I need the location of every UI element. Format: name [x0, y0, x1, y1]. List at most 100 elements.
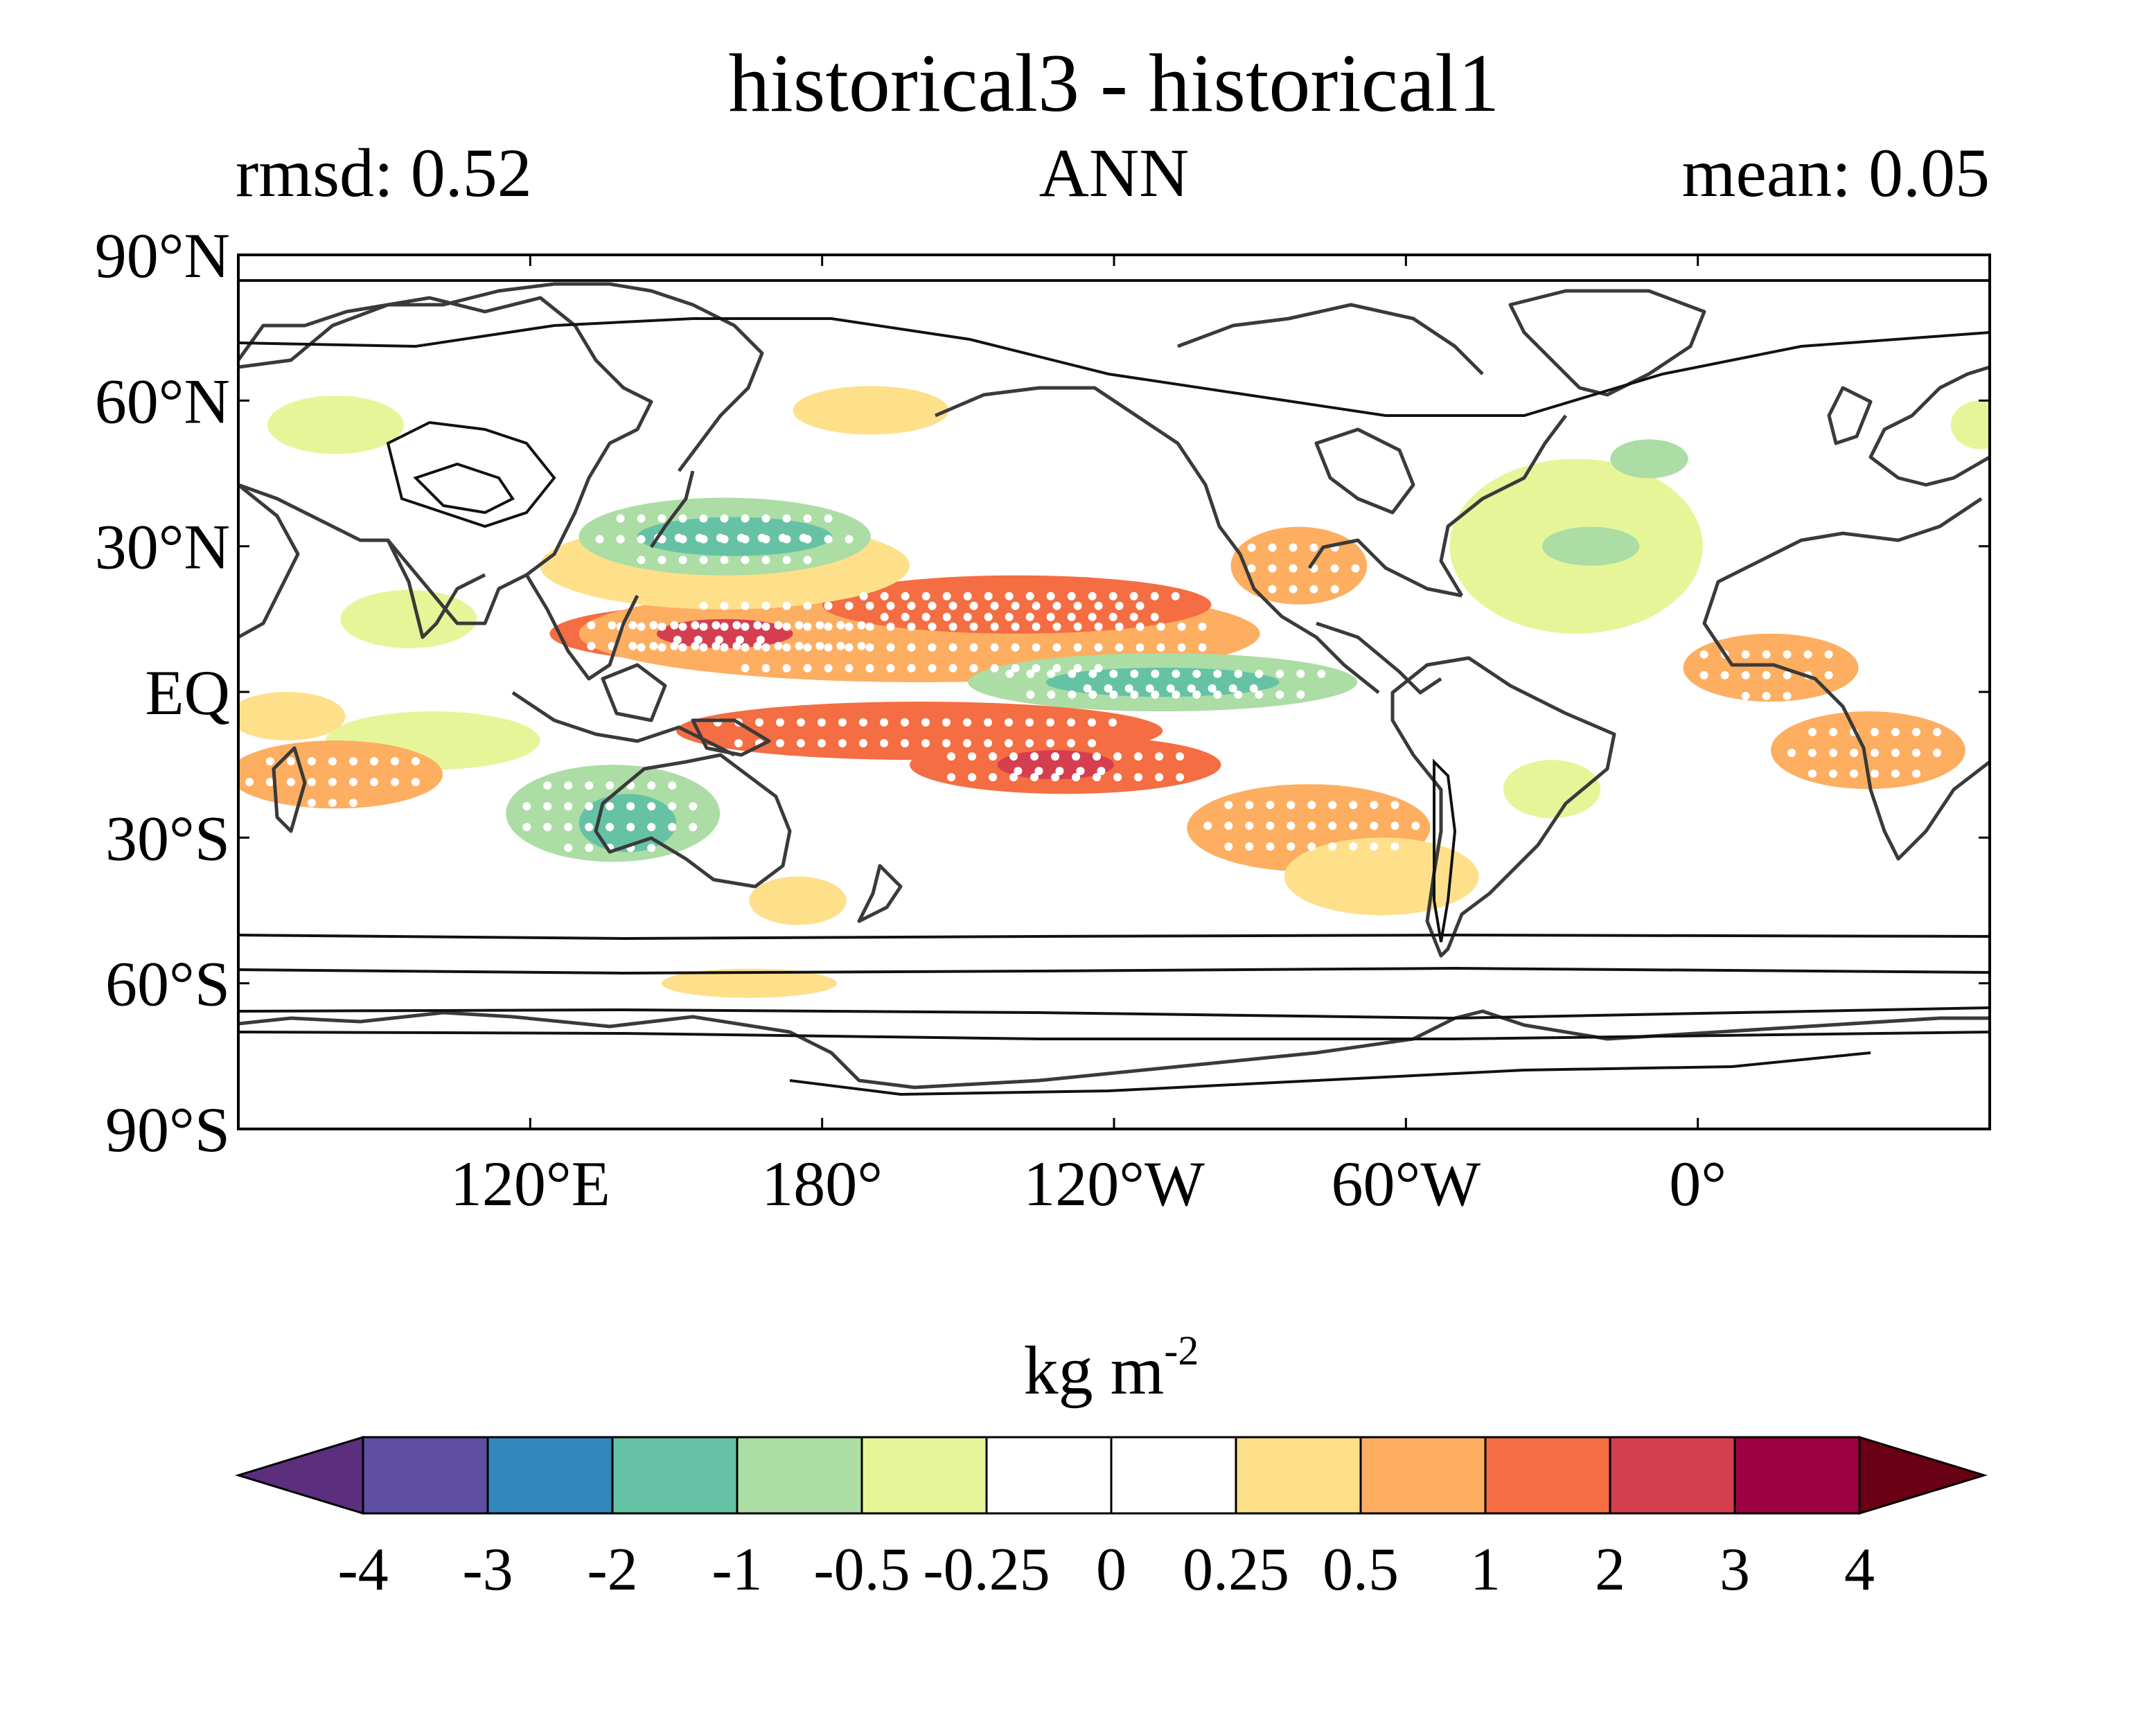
stipple-dot	[782, 555, 791, 564]
stipple-dot	[886, 601, 895, 610]
stipple-dot	[969, 622, 978, 631]
anomaly-patch-6	[997, 750, 1114, 780]
stipple-dot	[795, 621, 804, 630]
stipple-dot	[1912, 728, 1920, 737]
stipple-dot	[647, 844, 656, 853]
stipple-dot	[668, 781, 677, 790]
stipple-dot	[1115, 601, 1124, 610]
stipple-dot	[1073, 622, 1082, 631]
colorbar-bin	[1235, 1436, 1362, 1515]
stipple-dot	[865, 664, 874, 673]
lat-label: 30°N	[95, 512, 230, 582]
stipple-dot	[1370, 821, 1379, 830]
colorbar-under-extension	[234, 1435, 364, 1515]
contour-antarctic	[789, 1051, 1871, 1096]
stipple-dot	[963, 718, 971, 727]
stipple-dot	[1011, 601, 1020, 610]
stipple-dot	[1177, 622, 1186, 631]
stipple-dot	[1094, 622, 1103, 631]
stipple-dot	[616, 514, 625, 523]
map-ticks	[238, 253, 1990, 1130]
stipple-dot	[585, 844, 594, 853]
stipple-dot	[699, 643, 708, 652]
stipple-dot	[803, 622, 812, 631]
stipple-dot	[815, 641, 824, 650]
stipple-dot	[969, 601, 978, 610]
stipple-dot	[670, 621, 679, 630]
lon-label: 60°W	[1332, 1148, 1481, 1219]
anomaly-patch-22	[1610, 439, 1688, 479]
stipple-dot	[753, 641, 762, 650]
stipple-dot	[838, 739, 847, 748]
stipple-dot	[815, 621, 824, 630]
stipple-dot	[720, 514, 729, 523]
stipple-dot	[1009, 752, 1018, 761]
colorbar-tick-label: 0	[1096, 1536, 1126, 1603]
stipple-dot	[880, 612, 889, 621]
stipple-dot	[901, 591, 910, 600]
stipple-dot	[1047, 690, 1056, 699]
stipple-dot	[907, 643, 916, 652]
stipple-dot	[245, 778, 254, 787]
stipple-dot	[328, 757, 337, 766]
stipple-dot	[1351, 564, 1360, 573]
stipple-dot	[1104, 684, 1113, 693]
stipple-dot	[1803, 650, 1812, 659]
stipple-dot	[1088, 718, 1096, 727]
contour-southern-1	[238, 933, 1990, 941]
stipple-dot	[1166, 684, 1175, 693]
stipple-dot	[1824, 650, 1833, 659]
stipple-dot	[1213, 690, 1222, 699]
stipple-dot	[657, 555, 666, 564]
stipple-dot	[1720, 670, 1729, 679]
stipple-dot	[774, 621, 783, 630]
stipple-dot	[865, 601, 874, 610]
colorbar-tick-label: 4	[1844, 1536, 1875, 1603]
stipple-dot	[1130, 690, 1139, 699]
colorbar-units: kg m-2	[1024, 1328, 1199, 1409]
stipple-dot	[1034, 767, 1043, 776]
stipple-dot	[695, 533, 704, 542]
stipple-dot	[989, 752, 998, 761]
stipple-dot	[741, 664, 750, 673]
stipple-dot	[1026, 690, 1035, 699]
stipple-dot	[755, 718, 763, 727]
stipple-dot	[984, 718, 992, 727]
stipple-dot	[678, 514, 687, 523]
stipple-dot	[1370, 801, 1379, 810]
stipple-dot	[1234, 669, 1243, 678]
stipple-dot	[585, 781, 594, 790]
stipple-dot	[1136, 601, 1145, 610]
stipple-dot	[1411, 821, 1420, 830]
stipple-dot	[901, 718, 909, 727]
colorbar-bins	[362, 1436, 1861, 1515]
stipple-dot	[689, 802, 698, 811]
stipple-dot	[1247, 564, 1256, 573]
colorbar-tick-label: -1	[712, 1536, 762, 1603]
stipple-dot	[1268, 543, 1277, 552]
stipple-dot	[1317, 669, 1326, 678]
stipple-dot	[626, 802, 635, 811]
coast-central-america	[1316, 621, 1442, 695]
stipple-dot	[1808, 769, 1817, 779]
climatology-contours	[238, 279, 1990, 1096]
stipple-dot	[1871, 749, 1879, 758]
stipple-dot	[1741, 691, 1750, 700]
stipple-dot	[761, 514, 770, 523]
anomaly-patch-26	[661, 968, 837, 998]
coast-north-america-west	[1238, 553, 1380, 694]
stipple-dot	[390, 757, 399, 766]
stipple-dot	[714, 635, 723, 644]
stipple-dot	[1088, 690, 1097, 699]
stipple-dot	[1198, 643, 1207, 652]
stipple-dot	[1073, 664, 1082, 673]
stipple-dot	[824, 514, 833, 523]
stipple-dot	[1051, 752, 1060, 761]
stipple-dot	[657, 643, 666, 652]
stipple-dot	[818, 739, 826, 748]
stipple-dot	[1390, 842, 1399, 851]
stipple-dot	[606, 823, 615, 832]
stipple-dot	[1224, 842, 1233, 851]
stipple-dot	[587, 621, 596, 630]
stipple-dot	[668, 802, 677, 811]
